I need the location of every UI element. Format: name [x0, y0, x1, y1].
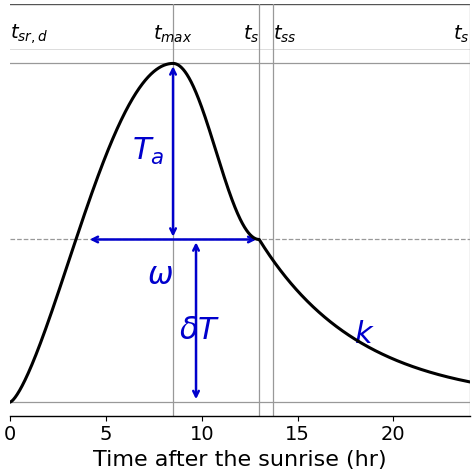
Text: $T_a$: $T_a$: [132, 136, 164, 167]
Text: $t_s$: $t_s$: [453, 23, 470, 45]
Text: $t_s$: $t_s$: [243, 23, 259, 45]
Text: $t_{max}$: $t_{max}$: [153, 23, 193, 45]
Text: $\delta T$: $\delta T$: [179, 317, 220, 346]
Text: $\omega$: $\omega$: [146, 261, 173, 290]
Text: $t_{ss}$: $t_{ss}$: [273, 23, 296, 45]
Text: $k$: $k$: [354, 320, 375, 349]
Text: $t_{sr,d}$: $t_{sr,d}$: [10, 22, 48, 46]
X-axis label: Time after the sunrise (hr): Time after the sunrise (hr): [93, 450, 387, 470]
